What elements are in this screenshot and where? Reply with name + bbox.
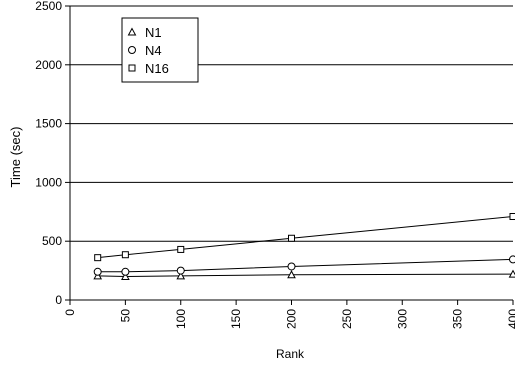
x-tick-label: 200 xyxy=(285,309,299,329)
y-tick-label: 500 xyxy=(42,234,62,248)
data-point-n16 xyxy=(510,214,515,220)
x-tick-label: 250 xyxy=(340,309,354,329)
legend-label-n16: N16 xyxy=(145,61,169,76)
legend-marker-n16 xyxy=(129,65,135,71)
x-axis-label: Rank xyxy=(276,347,305,361)
x-tick-label: 100 xyxy=(174,309,188,329)
x-tick-label: 400 xyxy=(506,309,515,329)
series-layer xyxy=(94,214,515,280)
x-tick-label: 0 xyxy=(63,309,77,316)
series-line-n4 xyxy=(98,259,513,271)
data-point-n16 xyxy=(289,235,295,241)
data-point-n16 xyxy=(178,246,184,252)
x-tick-label: 150 xyxy=(229,309,243,329)
legend-label-n1: N1 xyxy=(145,25,162,40)
data-point-n16 xyxy=(122,252,128,258)
y-axis-label: Time (sec) xyxy=(8,127,23,188)
series-line-n1 xyxy=(98,274,513,276)
legend: N1 N4 N16 xyxy=(122,18,198,82)
legend-label-n4: N4 xyxy=(145,43,162,58)
series-line-n16 xyxy=(98,217,513,258)
y-tick-label: 2000 xyxy=(35,58,62,72)
y-tick-label: 1500 xyxy=(35,117,62,131)
y-tick-label: 2500 xyxy=(35,0,62,13)
data-point-n4 xyxy=(94,268,101,275)
x-tick-label: 300 xyxy=(395,309,409,329)
data-point-n4 xyxy=(122,268,129,275)
data-point-n16 xyxy=(95,255,101,261)
y-tick-label: 0 xyxy=(55,293,62,307)
data-point-n4 xyxy=(288,263,295,270)
legend-marker-n4 xyxy=(129,47,136,54)
x-tick-label: 50 xyxy=(118,309,132,323)
data-point-n4 xyxy=(510,256,515,263)
x-tick-label: 350 xyxy=(451,309,465,329)
axes-layer: 0 500 1000 1500 2000 2500 0 50 100 150 200 250 300 35… xyxy=(35,0,515,329)
data-point-n4 xyxy=(177,267,184,274)
y-tick-label: 1000 xyxy=(35,175,62,189)
